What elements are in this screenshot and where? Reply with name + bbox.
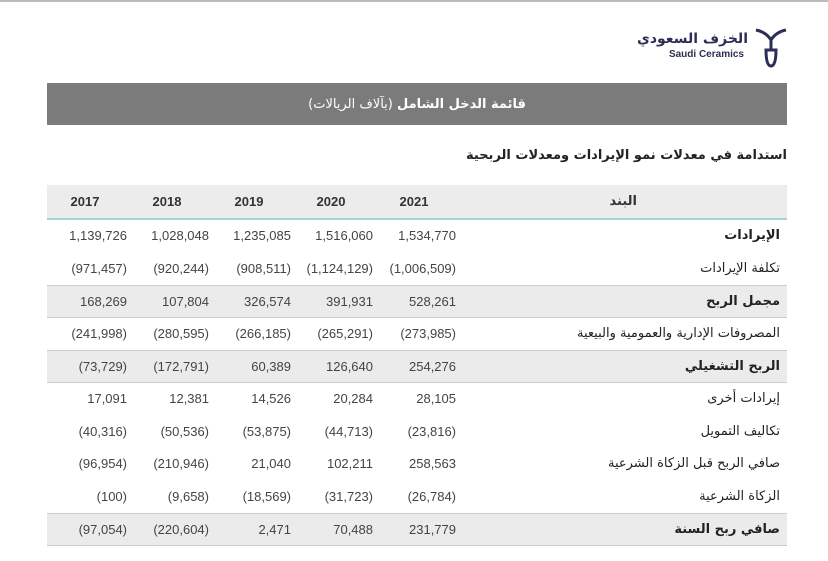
value-cell: 391,931 bbox=[326, 294, 373, 310]
row-label: الإيرادات bbox=[724, 228, 780, 243]
value-cell: (53,875) bbox=[242, 423, 291, 439]
value-cell: (26,784) bbox=[407, 488, 456, 504]
table-row: تكاليف التمويل (23,816) (44,713) (53,875) (5… bbox=[47, 416, 787, 449]
value-cell: (9,658) bbox=[167, 488, 209, 504]
header-cell: 2021 bbox=[399, 194, 429, 209]
value-cell: (908,511) bbox=[236, 260, 291, 276]
row-label: المصروفات الإدارية والعمومية والبيعية bbox=[577, 325, 780, 341]
value-cell: (241,998) bbox=[71, 325, 127, 341]
banner-unit: (بآلاف الريالات) bbox=[308, 96, 393, 112]
value-cell: (172,791) bbox=[153, 359, 209, 375]
value-cell: (971,457) bbox=[71, 260, 127, 276]
row-label: مجمل الربح bbox=[706, 294, 780, 310]
value-cell: (50,536) bbox=[160, 423, 209, 439]
value-cell: 1,516,060 bbox=[315, 228, 373, 243]
banner: قائمة الدخل الشامل (بآلاف الريالات) bbox=[47, 83, 787, 125]
row-label: تكلفة الإيرادات bbox=[700, 260, 780, 276]
table-row: الزكاة الشرعية (26,784) (31,723) (18,569) (9… bbox=[47, 481, 787, 514]
value-cell: (265,291) bbox=[317, 325, 373, 341]
top-rule bbox=[0, 0, 828, 2]
row-label: إيرادات أخرى bbox=[707, 391, 780, 406]
value-cell: (18,569) bbox=[242, 488, 291, 504]
table-header: البند 2021 2020 2019 2018 2017 bbox=[47, 185, 787, 220]
header-cell: البند bbox=[609, 194, 637, 209]
value-cell: 21,040 bbox=[251, 456, 291, 472]
table-row: صافي الربح قبل الزكاة الشرعية 258,563 102,… bbox=[47, 448, 787, 481]
value-cell: (273,985) bbox=[400, 325, 456, 341]
table-row: صافي ربح السنة 231,779 70,488 2,471 (220,604… bbox=[47, 513, 787, 546]
value-cell: 326,574 bbox=[244, 294, 291, 310]
table-row: الإيرادات 1,534,770 1,516,060 1,235,085 1,02… bbox=[47, 220, 787, 253]
table-row: المصروفات الإدارية والعمومية والبيعية (27… bbox=[47, 318, 787, 351]
value-cell: (920,244) bbox=[153, 260, 209, 276]
value-cell: (97,054) bbox=[78, 522, 127, 538]
value-cell: 258,563 bbox=[409, 456, 456, 472]
header-cell: 2019 bbox=[234, 194, 264, 209]
logo-english: Saudi Ceramics bbox=[668, 49, 744, 60]
value-cell: (266,185) bbox=[235, 325, 291, 341]
value-cell: 70,488 bbox=[333, 522, 373, 538]
value-cell: 20,284 bbox=[333, 391, 373, 406]
value-cell: 12,381 bbox=[169, 391, 209, 406]
value-cell: (1,006,509) bbox=[389, 260, 457, 276]
logo-icon bbox=[755, 28, 787, 68]
value-cell: 1,139,726 bbox=[69, 228, 127, 243]
value-cell: (40,316) bbox=[78, 423, 127, 439]
value-cell: (73,729) bbox=[78, 359, 127, 375]
value-cell: 60,389 bbox=[251, 359, 291, 375]
value-cell: (1,124,129) bbox=[306, 260, 374, 276]
banner-title: قائمة الدخل الشامل bbox=[397, 96, 526, 112]
header-cell: 2018 bbox=[152, 194, 182, 209]
row-label: صافي الربح قبل الزكاة الشرعية bbox=[607, 456, 780, 472]
value-cell: 28,105 bbox=[416, 391, 456, 406]
header-cell: 2020 bbox=[316, 194, 346, 209]
header-cell: 2017 bbox=[70, 194, 100, 209]
value-cell: 2,471 bbox=[258, 522, 291, 538]
subtitle: استدامة في معدلات نمو الإيرادات ومعدلات … bbox=[466, 148, 787, 163]
table-row: الربح التشغيلي 254,276 126,640 60,389 (172,7… bbox=[47, 350, 787, 383]
value-cell: 102,211 bbox=[326, 456, 373, 472]
value-cell: 14,526 bbox=[251, 391, 291, 406]
value-cell: 126,640 bbox=[326, 359, 373, 375]
row-label: تكاليف التمويل bbox=[700, 423, 780, 439]
table: البند 2021 2020 2019 2018 2017 الإيرادات 1,534,… bbox=[47, 185, 787, 546]
value-cell: 1,235,085 bbox=[233, 228, 291, 243]
value-cell: (220,604) bbox=[153, 522, 209, 538]
table-row: إيرادات أخرى 28,105 20,284 14,526 12,381 17,0… bbox=[47, 383, 787, 416]
value-cell: (210,946) bbox=[153, 456, 209, 472]
value-cell: 528,261 bbox=[409, 294, 456, 310]
value-cell: (100) bbox=[96, 488, 127, 504]
value-cell: 17,091 bbox=[87, 391, 127, 406]
row-label: الربح التشغيلي bbox=[684, 359, 780, 375]
value-cell: 107,804 bbox=[162, 294, 209, 310]
table-row: مجمل الربح 528,261 391,931 326,574 107,804 16… bbox=[47, 285, 787, 318]
value-cell: 1,534,770 bbox=[398, 228, 456, 243]
value-cell: (31,723) bbox=[324, 488, 373, 504]
value-cell: (44,713) bbox=[324, 423, 373, 439]
row-label: الزكاة الشرعية bbox=[699, 488, 780, 504]
value-cell: (280,595) bbox=[153, 325, 209, 341]
value-cell: 254,276 bbox=[409, 359, 456, 375]
table-row: تكلفة الإيرادات (1,006,509) (1,124,129) (90… bbox=[47, 253, 787, 286]
value-cell: (23,816) bbox=[407, 423, 456, 439]
row-label: صافي ربح السنة bbox=[674, 522, 780, 538]
value-cell: (96,954) bbox=[78, 456, 127, 472]
value-cell: 1,028,048 bbox=[151, 228, 209, 243]
logo-arabic: الخزف السعودي bbox=[637, 31, 748, 47]
value-cell: 231,779 bbox=[409, 522, 456, 538]
value-cell: 168,269 bbox=[80, 294, 127, 310]
